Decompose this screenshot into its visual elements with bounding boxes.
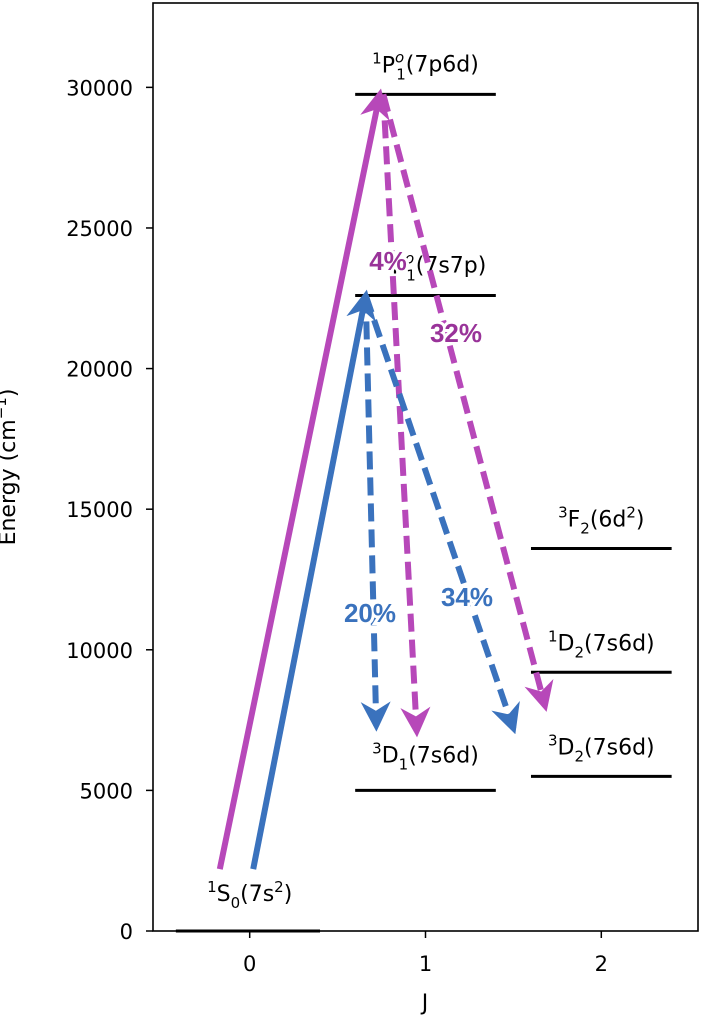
decay-arrow bbox=[362, 294, 520, 735]
y-tick-label: 15000 bbox=[66, 498, 133, 522]
level-label: 1Po 1(7p6d) bbox=[372, 48, 479, 83]
y-axis-label: Energy (cm−1) bbox=[0, 389, 21, 546]
transitions bbox=[216, 88, 554, 870]
level-label: 1D2(7s6d) bbox=[548, 627, 655, 661]
branching-ratio-label: 34% bbox=[441, 582, 493, 612]
level-label: 3F2(6d2) bbox=[558, 504, 644, 538]
branching-ratio-label: 32% bbox=[430, 318, 482, 348]
level-label: 1S0(7s2) bbox=[207, 878, 292, 912]
x-axis-label: J bbox=[420, 991, 429, 1016]
x-tick-label: 0 bbox=[243, 952, 256, 976]
axis-ticks: 0 5000 10000 15000 20000 25000 30000 0 1 2 bbox=[66, 76, 608, 976]
excitation-arrow bbox=[216, 88, 390, 870]
level-label: 3Po 1(7s7p) bbox=[382, 249, 486, 284]
level-label: 3D2(7s6d) bbox=[548, 731, 655, 765]
y-tick-label: 25000 bbox=[66, 217, 133, 241]
energy-levels: 1S0(7s2) 3D1(7s6d) 3Po 1(7s7p) 1Po 1(7p6d) 3D2… bbox=[175, 48, 672, 933]
level-label: 3D1(7s6d) bbox=[372, 739, 479, 773]
y-tick-label: 20000 bbox=[66, 358, 133, 382]
branching-ratio-label: 4% bbox=[369, 246, 407, 276]
x-tick-label: 1 bbox=[419, 952, 432, 976]
decay-arrow bbox=[380, 93, 554, 712]
y-tick-label: 10000 bbox=[66, 639, 133, 663]
y-tick-label: 0 bbox=[120, 920, 133, 944]
transition-labels: 4% 32% 20% 34% bbox=[341, 243, 496, 631]
excitation-arrow bbox=[250, 289, 376, 870]
x-tick-label: 2 bbox=[595, 952, 608, 976]
y-tick-label: 30000 bbox=[66, 76, 133, 100]
decay-arrow bbox=[380, 94, 431, 738]
decay-arrow bbox=[360, 295, 391, 732]
y-tick-label: 5000 bbox=[80, 779, 133, 803]
branching-ratio-label: 20% bbox=[344, 598, 396, 628]
